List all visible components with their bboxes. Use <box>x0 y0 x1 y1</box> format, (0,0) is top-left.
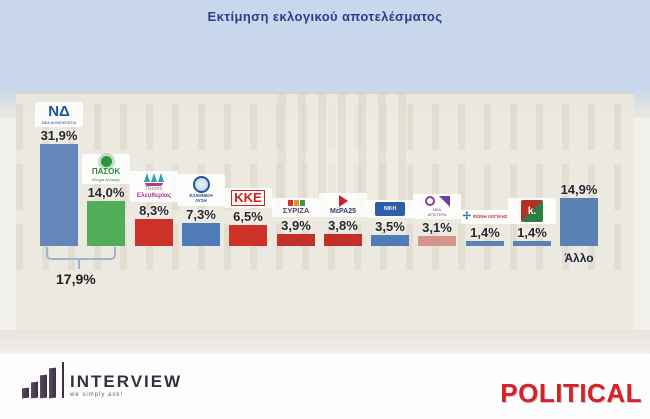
logo-text: ΝΔ <box>48 103 70 121</box>
syriza-flags-icon <box>287 200 305 207</box>
logo-text: ΑΡΙΣΤΕΡΑ <box>427 211 447 217</box>
niki-banner-icon: ΝΙΚΗ <box>375 202 405 216</box>
syriza-logo: ΣΥΡΙΖΑ <box>272 198 320 217</box>
syriza-bar <box>277 234 315 246</box>
logo-text: Ελευθερίας <box>136 192 172 200</box>
kke-logo: ΚΚΕ <box>224 188 272 208</box>
kke-bar <box>229 225 267 246</box>
logo-text: ΦΩΝΗ ΛΟΓΙΚΗΣ <box>472 213 508 219</box>
kke-pct-label: 6,5% <box>233 209 263 224</box>
pasok-bar <box>87 201 125 246</box>
logo-text: Πλεύση <box>145 185 163 192</box>
nea-aristera-icons <box>424 195 450 207</box>
nea-aristera-pct-label: 3,1% <box>422 220 452 235</box>
elliniki-lysi-pct-label: 7,3% <box>186 207 216 222</box>
interview-wordmark: INTERVIEW <box>70 372 183 391</box>
lead-gap-label: 17,9% <box>56 271 96 287</box>
logo-text: ΛΥΣΗ <box>195 198 207 204</box>
interview-logo: INTERVIEW we simply ask! <box>22 362 183 399</box>
nea-aristera-logo: ΝΕΑ ΑΡΙΣΤΕΡΑ <box>413 193 461 219</box>
chart-title: Εκτίμηση εκλογικού αποτελέσματος <box>207 9 443 24</box>
nea-aristera-bar <box>418 236 456 246</box>
mera25-bar <box>324 234 362 246</box>
lead-gap-bracket <box>46 247 116 260</box>
plefsi-eleftherias-pct-label: 8,3% <box>139 203 169 218</box>
logo-text: ΝΕΑ ΔΗΜΟΚΡΑΤΙΑ <box>41 119 77 125</box>
kosmos-bar <box>513 241 551 246</box>
logo-text: ΜέΡΑ25 <box>330 207 356 215</box>
allo-pct-label: 14,9% <box>560 182 598 197</box>
mera25-arrow-icon <box>338 194 348 207</box>
footer-band <box>0 354 650 419</box>
niki-pct-label: 3,5% <box>375 219 405 234</box>
elliniki-lysi-bar <box>182 223 220 246</box>
interview-bars-icon <box>22 366 56 399</box>
allo-bar <box>560 198 598 246</box>
foni-logikis-logo: ✢ ΦΩΝΗ ΛΟΓΙΚΗΣ <box>461 210 509 224</box>
nd-pct-label: 31,9% <box>40 128 78 143</box>
kosmos-logo: k. <box>508 198 556 224</box>
logo-text: ΣΥΡΙΖΑ <box>282 206 310 216</box>
plefsi-ship-hull-icon <box>145 182 163 186</box>
pasok-sun-icon <box>100 156 112 168</box>
plefsi-ship-icon <box>144 172 164 182</box>
nd-logo: ΝΔ ΝΕΑ ΔΗΜΟΚΡΑΤΙΑ <box>35 102 83 127</box>
lead-gap-bracket-tick <box>78 258 80 269</box>
foni-logikis-icon: ✢ ΦΩΝΗ ΛΟΓΙΚΗΣ <box>463 212 508 222</box>
kosmos-k-icon: k. <box>521 200 543 222</box>
mera25-pct-label: 3,8% <box>328 218 358 233</box>
emblem-circle-icon <box>424 195 435 206</box>
star-icon: ✢ <box>462 211 471 222</box>
foni-logikis-pct-label: 1,4% <box>470 225 500 240</box>
elliniki-lysi-emblem-icon <box>192 175 210 193</box>
logo-text: ΚΚΕ <box>231 190 265 206</box>
plefsi-eleftherias-logo: Πλεύση Ελευθερίας <box>130 170 178 202</box>
pasok-logo: ΠΑΣΟΚ Κίνημα Αλλαγής <box>82 154 130 184</box>
interview-slogan: we simply ask! <box>70 392 124 398</box>
syriza-pct-label: 3,9% <box>281 218 311 233</box>
kosmos-pct-label: 1,4% <box>517 225 547 240</box>
logo-text: ΠΑΣΟΚ <box>91 167 121 177</box>
nd-bar <box>40 144 78 246</box>
mera25-logo: ΜέΡΑ25 <box>319 192 367 217</box>
logo-text: Κίνημα Αλλαγής <box>91 176 121 182</box>
plefsi-eleftherias-bar <box>135 219 173 246</box>
allo-category-label: Άλλο <box>564 251 594 265</box>
niki-bar <box>371 235 409 246</box>
pasok-pct-label: 14,0% <box>87 185 125 200</box>
political-wordmark: POLITICAL <box>500 378 642 408</box>
background-sky <box>0 0 650 100</box>
purple-triangle-icon <box>438 195 450 207</box>
elliniki-lysi-logo: ΕΛΛΗΝΙΚΗ ΛΥΣΗ <box>177 173 225 206</box>
logo-text: ΕΛΛΗΝΙΚΗ <box>189 192 213 198</box>
interview-logo-divider <box>62 362 64 398</box>
niki-logo: ΝΙΚΗ <box>366 200 414 218</box>
foni-logikis-bar <box>466 241 504 246</box>
logo-text: ΝΕΑ <box>432 206 442 212</box>
